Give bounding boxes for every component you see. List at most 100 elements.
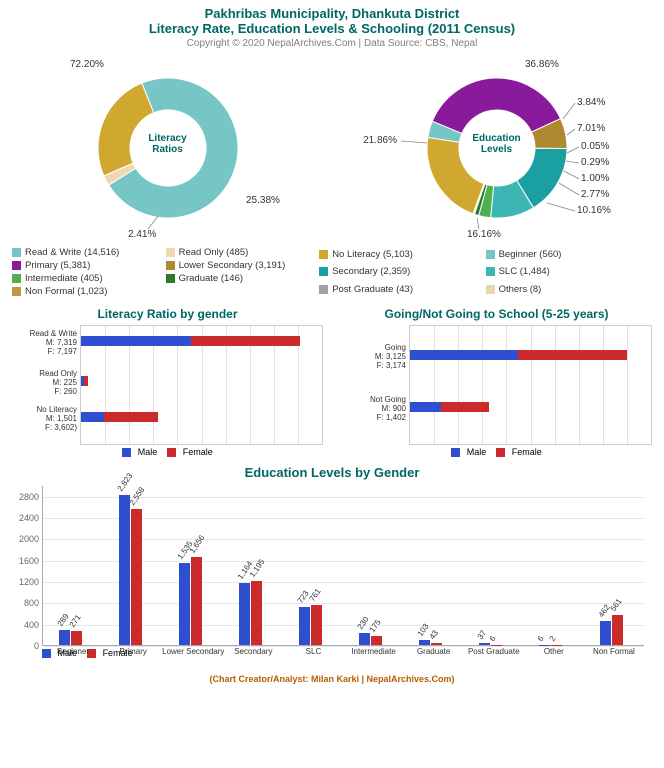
- ytick: 2800: [7, 492, 39, 502]
- hbar-cat: GoingM: 3,125F: 3,174: [338, 344, 406, 370]
- vbar-cat: Lower Secondary: [162, 647, 224, 656]
- edu-gender-title: Education Levels by Gender: [0, 465, 664, 480]
- ytick: 400: [7, 620, 39, 630]
- vbar-female: [431, 643, 442, 645]
- vbar-cat: SLC: [306, 647, 322, 656]
- female-label: Female: [512, 447, 542, 457]
- hbar-cat: Not GoingM: 900F: 1,402: [338, 396, 406, 422]
- vbar-cat: Intermediate: [351, 647, 395, 656]
- legend-item: Intermediate (405): [12, 273, 166, 284]
- hbar-cat: Read & WriteM: 7,319F: 7,197: [9, 330, 77, 356]
- vbar-female: [371, 636, 382, 645]
- legend-item: Primary (5,381): [12, 260, 166, 271]
- education-donut-box: 21.86%3.84%36.86%7.01%16.16%10.16%2.77%1…: [335, 53, 658, 243]
- page-title: Pakhribas Municipality, Dhankuta Distric…: [10, 6, 654, 21]
- education-donut-center: Education Levels: [335, 133, 658, 155]
- legend-item: Graduate (146): [166, 273, 320, 284]
- svg-text:2.41%: 2.41%: [128, 229, 156, 240]
- bar-male: [410, 350, 518, 360]
- hbar-cat: No LiteracyM: 1,501F: 3,602): [9, 406, 77, 432]
- vbar-cat: Beginner: [57, 647, 89, 656]
- gender-legend-1: Male Female: [8, 447, 327, 457]
- ytick: 800: [7, 598, 39, 608]
- schooling-title: Going/Not Going to School (5-25 years): [337, 307, 656, 321]
- combined-legend: Read & Write (14,516)Read Only (485)Prim…: [0, 245, 664, 301]
- bar-male: [410, 402, 441, 412]
- vbar-value: 462: [596, 602, 611, 618]
- svg-text:36.86%: 36.86%: [525, 59, 559, 70]
- female-label: Female: [183, 447, 213, 457]
- male-label: Male: [138, 447, 158, 457]
- header: Pakhribas Municipality, Dhankuta Distric…: [0, 0, 664, 51]
- literacy-gender-chart: Read & WriteM: 7,319F: 7,197Read OnlyM: …: [80, 325, 323, 445]
- vbar-cat: Non Formal: [593, 647, 635, 656]
- svg-text:25.38%: 25.38%: [246, 195, 280, 206]
- hbar-cat: Read OnlyM: 225F: 260: [9, 370, 77, 396]
- svg-text:2.77%: 2.77%: [581, 189, 609, 200]
- literacy-gender-title: Literacy Ratio by gender: [8, 307, 327, 321]
- vbar-cat: Other: [544, 647, 564, 656]
- legend-item: Secondary (2,359): [319, 264, 485, 279]
- ytick: 0: [7, 641, 39, 651]
- vbar-value: 761: [308, 586, 323, 602]
- bar-male: [81, 412, 104, 422]
- vbar-cat: Primary: [119, 647, 147, 656]
- footer-credit: (Chart Creator/Analyst: Milan Karki | Ne…: [0, 674, 664, 684]
- vbar-female: [71, 631, 82, 645]
- literacy-donut-box: 72.20%2.41%25.38% Literacy Ratios: [6, 53, 329, 243]
- vbar-male: [600, 621, 611, 646]
- gender-legend-2: Male Female: [337, 447, 656, 457]
- vbar-male: [419, 640, 430, 645]
- edu-gender-chart: 040080012001600200024002800289271Beginne…: [42, 486, 644, 646]
- vbar-female: [131, 509, 142, 645]
- legend-item: Others (8): [486, 282, 652, 297]
- vbar-female: [311, 605, 322, 646]
- vbar-cat: Secondary: [234, 647, 272, 656]
- legend-item: Lower Secondary (3,191): [166, 260, 320, 271]
- legend-item: Read & Write (14,516): [12, 247, 166, 258]
- ytick: 1600: [7, 556, 39, 566]
- svg-text:72.20%: 72.20%: [70, 59, 104, 70]
- vbar-value: 1,656: [187, 533, 206, 555]
- ytick: 2000: [7, 534, 39, 544]
- vbar-female: [251, 581, 262, 645]
- bar-female: [518, 350, 627, 360]
- donut-row: 72.20%2.41%25.38% Literacy Ratios 21.86%…: [0, 51, 664, 245]
- vbar-value: 37: [476, 629, 488, 641]
- literacy-gender-box: Literacy Ratio by gender Read & WriteM: …: [8, 307, 327, 457]
- schooling-chart: GoingM: 3,125F: 3,174Not GoingM: 900F: 1…: [409, 325, 652, 445]
- legend-item: Read Only (485): [166, 247, 320, 258]
- legend-item: Beginner (560): [486, 247, 652, 262]
- svg-text:16.16%: 16.16%: [467, 229, 501, 240]
- vbar-male: [479, 643, 490, 645]
- bar-female: [104, 412, 158, 422]
- legend-item: Post Graduate (43): [319, 282, 485, 297]
- vbar-male: [359, 633, 370, 645]
- bar-female: [191, 336, 299, 346]
- vbar-value: 271: [67, 613, 82, 629]
- bar-female: [84, 376, 88, 386]
- vbar-male: [179, 563, 190, 645]
- bar-female: [441, 402, 489, 412]
- svg-text:10.16%: 10.16%: [577, 205, 611, 216]
- svg-text:1.00%: 1.00%: [581, 173, 609, 184]
- vbar-cat: Graduate: [417, 647, 450, 656]
- vbar-value: 561: [608, 597, 623, 613]
- male-label: Male: [467, 447, 487, 457]
- vbar-value: 6: [536, 634, 546, 643]
- vbar-male: [59, 630, 70, 645]
- mid-row: Literacy Ratio by gender Read & WriteM: …: [0, 301, 664, 459]
- legend-item: Non Formal (1,023): [12, 286, 166, 297]
- legend-item: No Literacy (5,103): [319, 247, 485, 262]
- vbar-female: [191, 557, 202, 645]
- schooling-box: Going/Not Going to School (5-25 years) G…: [337, 307, 656, 457]
- vbar-male: [239, 583, 250, 645]
- vbar-male: [299, 607, 310, 646]
- copyright: Copyright © 2020 NepalArchives.Com | Dat…: [10, 38, 654, 49]
- svg-text:0.29%: 0.29%: [581, 157, 609, 168]
- bar-male: [81, 336, 191, 346]
- vbar-value: 2: [548, 634, 558, 643]
- vbar-value: 6: [488, 634, 498, 643]
- page-subtitle: Literacy Rate, Education Levels & School…: [10, 21, 654, 36]
- vbar-male: [119, 495, 130, 646]
